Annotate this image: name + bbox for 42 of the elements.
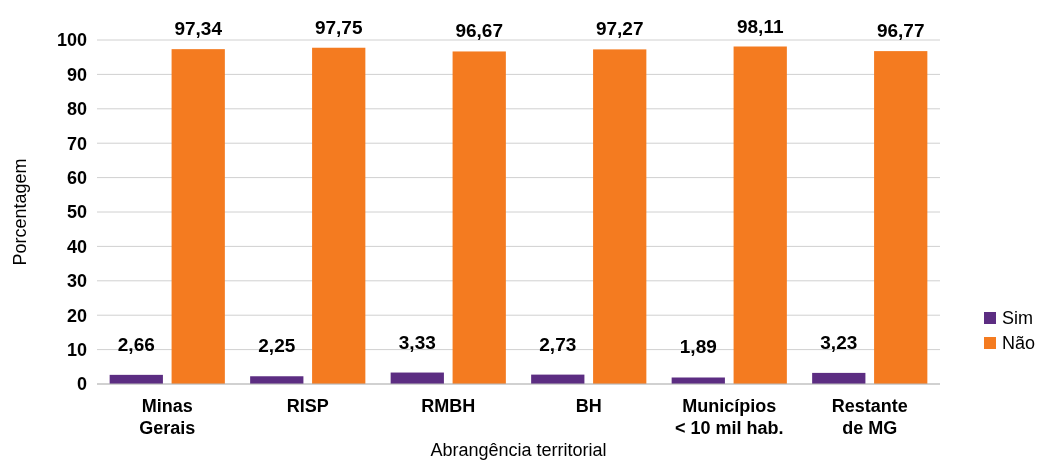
data-label: 97,75 <box>314 16 363 38</box>
bar <box>312 47 366 384</box>
y-tick-label: 10 <box>66 339 87 360</box>
legend-label: Não <box>1002 333 1036 354</box>
y-tick-label: 30 <box>66 271 87 292</box>
bar <box>671 377 725 384</box>
y-tick-label: 100 <box>56 30 87 51</box>
y-axis-title: Porcentagem <box>10 158 30 266</box>
data-label: 2,25 <box>258 335 296 357</box>
data-label: 2,73 <box>539 333 577 355</box>
bar <box>812 372 866 384</box>
x-axis-title: Abrangência territorial <box>430 440 607 460</box>
y-tick-label: 90 <box>66 64 87 85</box>
data-label: 96,77 <box>876 20 925 42</box>
y-tick-label: 80 <box>66 99 87 120</box>
y-tick-label: 40 <box>66 236 87 257</box>
bar <box>874 51 928 384</box>
bar <box>250 376 304 384</box>
data-label: 96,67 <box>455 20 503 42</box>
y-tick-label: 60 <box>66 167 87 188</box>
bar <box>171 49 225 384</box>
x-tick-label: Minas Gerais <box>139 396 196 438</box>
bar <box>733 46 787 384</box>
x-tick-label: Municípios < 10 mil hab. <box>674 396 784 438</box>
data-label: 3,33 <box>398 331 436 353</box>
x-tick-label: RMBH <box>421 396 476 416</box>
y-tick-label: 0 <box>76 374 87 395</box>
data-label: 1,89 <box>679 336 717 358</box>
data-label: 3,23 <box>820 331 858 353</box>
x-tick-label: RISP <box>286 396 329 416</box>
data-label: 97,27 <box>595 18 644 40</box>
y-tick-label: 20 <box>66 305 87 326</box>
data-label: 97,34 <box>174 18 223 40</box>
bar <box>593 49 647 384</box>
y-tick-label: 50 <box>66 202 87 223</box>
data-label: 98,11 <box>736 15 784 37</box>
legend-label: Sim <box>1002 308 1033 329</box>
x-tick-label: BH <box>575 396 602 416</box>
x-tick-label: Restante de MG <box>831 396 908 438</box>
data-label: 2,66 <box>117 333 155 355</box>
y-tick-label: 70 <box>66 133 87 154</box>
bar <box>452 51 506 384</box>
